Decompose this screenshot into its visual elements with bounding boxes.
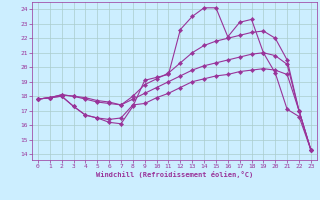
X-axis label: Windchill (Refroidissement éolien,°C): Windchill (Refroidissement éolien,°C) <box>96 171 253 178</box>
